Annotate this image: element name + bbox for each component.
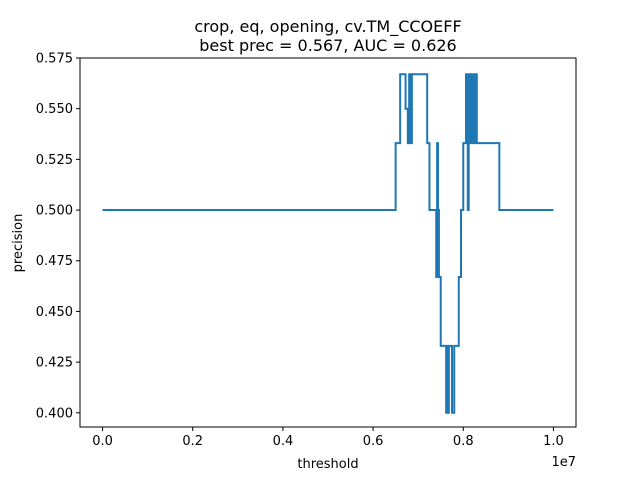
y-tick-label: 0.450 xyxy=(36,305,73,320)
x-tick-label: 0.8 xyxy=(453,434,474,449)
x-tick-label: 0.2 xyxy=(182,434,203,449)
y-tick-label: 0.575 xyxy=(36,52,73,67)
x-axis-offset-label: 1e7 xyxy=(551,455,576,470)
y-axis-label: precision xyxy=(11,214,26,273)
x-tick-label: 0.6 xyxy=(363,434,384,449)
x-axis-label: threshold xyxy=(297,457,358,472)
y-tick-label: 0.425 xyxy=(36,356,73,371)
plot-area xyxy=(102,73,554,414)
y-tick-label: 0.550 xyxy=(36,102,73,117)
x-axis-ticks: 0.0 0.2 0.4 0.6 0.8 1.0 xyxy=(92,427,564,449)
x-tick-label: 1.0 xyxy=(543,434,564,449)
x-tick-label: 0.0 xyxy=(92,434,113,449)
x-tick-label: 0.4 xyxy=(273,434,294,449)
precision-series-line-0 xyxy=(102,73,554,414)
y-tick-label: 0.400 xyxy=(36,406,73,421)
axes-frame xyxy=(79,57,577,428)
y-axis-ticks: 0.400 0.425 0.450 0.475 0.500 0.525 0.550 0.575 xyxy=(36,52,80,421)
y-tick-label: 0.500 xyxy=(36,204,73,219)
y-tick-label: 0.475 xyxy=(36,254,73,269)
y-tick-label: 0.525 xyxy=(36,153,73,168)
chart-title-line2: best prec = 0.567, AUC = 0.626 xyxy=(199,36,456,55)
chart-title-line1: crop, eq, opening, cv.TM_CCOEFF xyxy=(194,17,461,37)
